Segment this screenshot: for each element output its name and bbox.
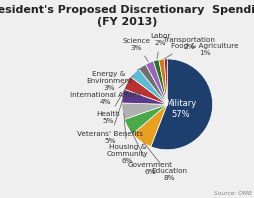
Wedge shape <box>150 59 212 150</box>
Text: Energy &
Environment
3%: Energy & Environment 3% <box>86 69 140 91</box>
Wedge shape <box>153 60 167 104</box>
Text: Transportation
2%: Transportation 2% <box>162 37 214 59</box>
Text: International Affairs
4%: International Affairs 4% <box>70 75 141 105</box>
Wedge shape <box>121 103 167 119</box>
Text: Education
8%: Education 8% <box>143 143 187 181</box>
Wedge shape <box>124 77 167 104</box>
Wedge shape <box>138 64 167 104</box>
Wedge shape <box>164 59 167 104</box>
Text: Labor
2%: Labor 2% <box>150 33 170 59</box>
Wedge shape <box>145 61 167 104</box>
Wedge shape <box>158 59 167 104</box>
Wedge shape <box>124 104 167 134</box>
Text: Food & Agriculture
1%: Food & Agriculture 1% <box>165 43 237 60</box>
Text: Housing &
Community
6%: Housing & Community 6% <box>106 114 147 164</box>
Text: Military
57%: Military 57% <box>165 99 196 119</box>
Text: Science
3%: Science 3% <box>122 38 150 62</box>
Text: Veterans' Benefits
5%: Veterans' Benefits 5% <box>77 99 143 144</box>
Text: Government
6%: Government 6% <box>127 129 172 175</box>
Wedge shape <box>132 104 167 147</box>
Text: Health
5%: Health 5% <box>96 86 126 125</box>
Text: President's Proposed Discretionary  Spending
(FY 2013): President's Proposed Discretionary Spend… <box>0 5 254 27</box>
Wedge shape <box>121 89 167 104</box>
Text: Source: OMB: Source: OMB <box>214 191 251 196</box>
Wedge shape <box>130 69 167 104</box>
